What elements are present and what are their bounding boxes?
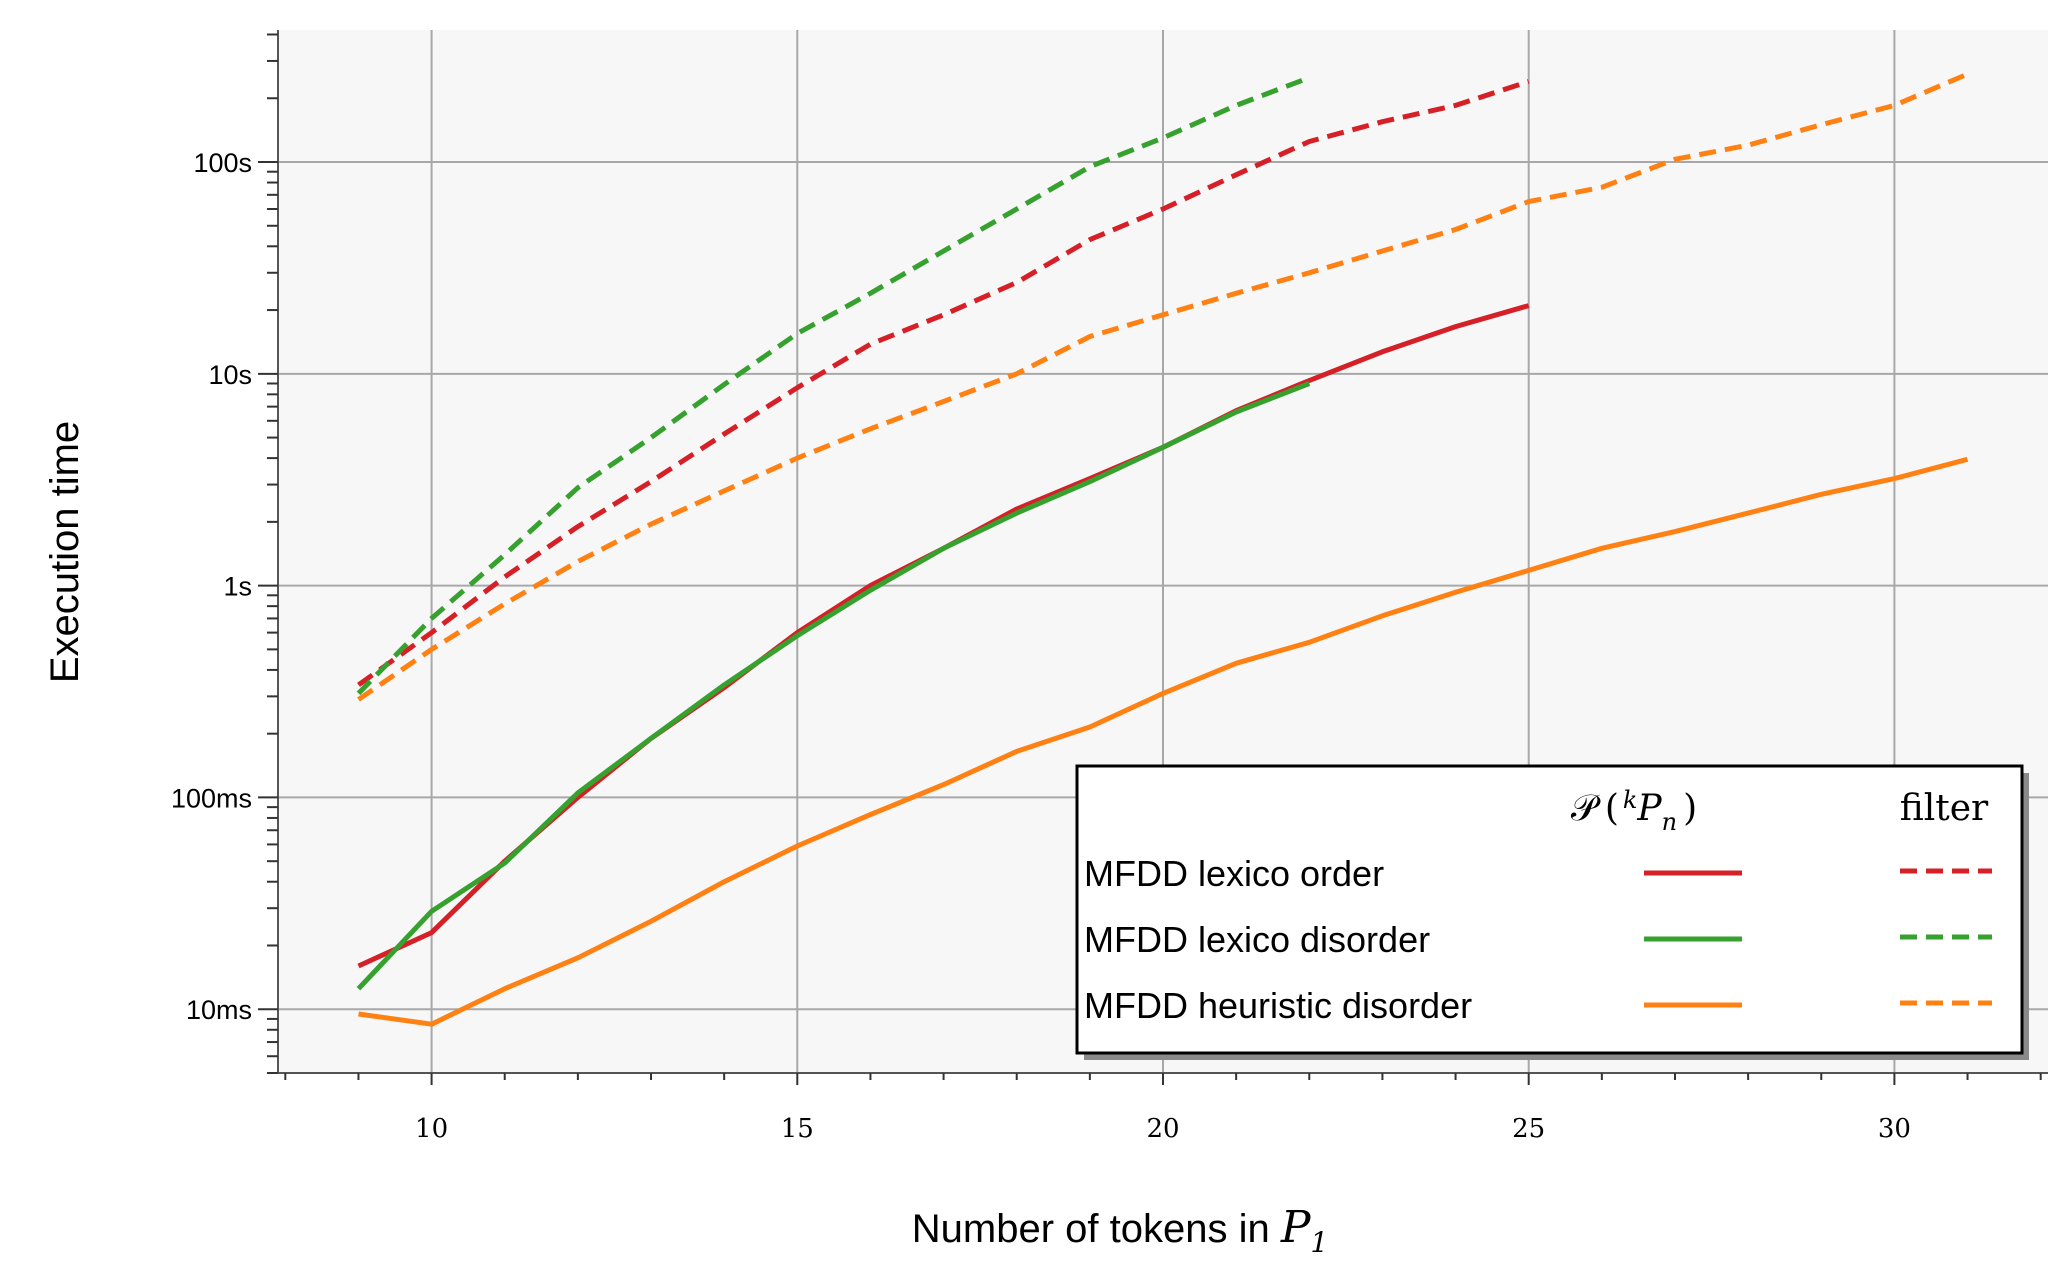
y-tick-label: 100ms — [171, 783, 252, 813]
x-tick-label: 20 — [1146, 1114, 1179, 1144]
x-tick-label: 15 — [781, 1114, 814, 1144]
series-line-mfdd-lexico-order-dashed — [357, 79, 1530, 687]
series-line-mfdd-lexico-disorder-solid — [356, 381, 1311, 991]
x-tick-label: 25 — [1512, 1114, 1545, 1144]
x-axis-label: Number of tokens in P1 — [912, 1202, 1329, 1259]
y-tick-label: 10ms — [186, 995, 252, 1025]
y-tick-label: 10s — [208, 360, 252, 390]
y-tick-label: 100s — [193, 148, 252, 178]
series-line-mfdd-heuristic-disorder-dashed — [357, 71, 1969, 702]
legend-header-powerset: 𝒫(kPn) — [1571, 786, 1697, 836]
y-axis-label: Execution time — [43, 421, 87, 683]
legend: 𝒫(kPn) filter MFDD lexico order MFDD lex… — [1075, 764, 2029, 1060]
legend-header-filter: filter — [1900, 788, 1989, 829]
legend-label-lexico-order: MFDD lexico order — [1084, 853, 1384, 894]
series-line-mfdd-lexico-disorder-dashed — [356, 75, 1311, 696]
x-tick-label: 10 — [415, 1114, 448, 1144]
legend-label-heuristic-disorder: MFDD heuristic disorder — [1084, 985, 1472, 1026]
series-lines — [356, 71, 1969, 1027]
axes: 10 15 20 25 30 10ms 100ms 1s 10s 100s — [171, 30, 2048, 1144]
series-line-mfdd-heuristic-disorder-solid — [358, 456, 1969, 1027]
y-tick-label: 1s — [223, 572, 252, 602]
x-tick-label: 30 — [1878, 1114, 1911, 1144]
legend-label-lexico-disorder: MFDD lexico disorder — [1084, 919, 1430, 960]
legend-box — [1075, 764, 2024, 1055]
